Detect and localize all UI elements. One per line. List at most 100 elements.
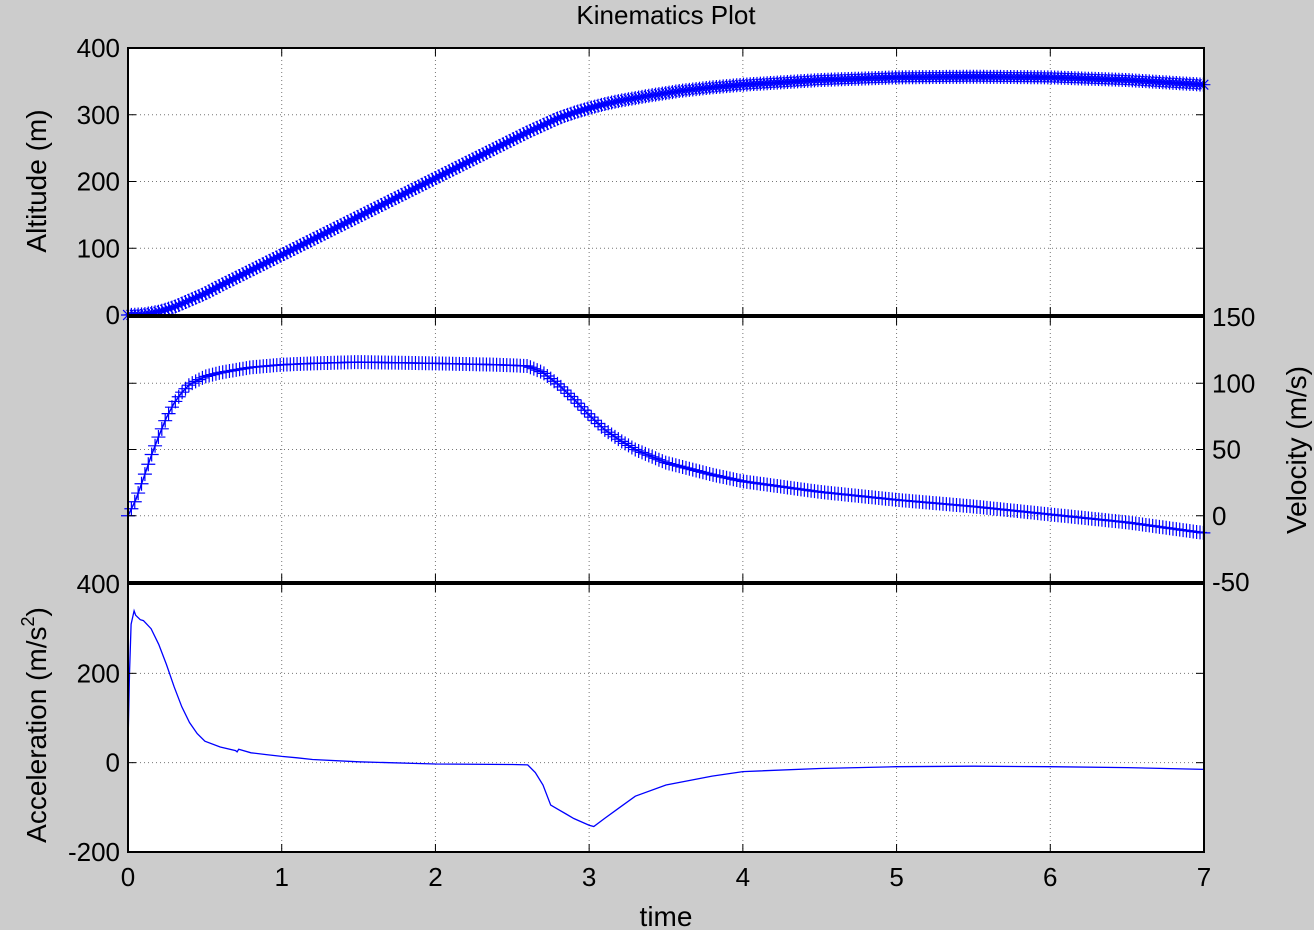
altitude-marker xyxy=(408,181,423,196)
altitude-marker xyxy=(161,301,176,316)
velocity-marker xyxy=(202,368,217,383)
velocity-marker xyxy=(195,370,210,385)
altitude-panel: 0 100 200 300 400 Altitude (m) xyxy=(21,33,1211,330)
altitude-marker xyxy=(303,233,318,248)
altitude-marker xyxy=(486,142,501,157)
velocity-marker xyxy=(685,462,700,477)
altitude-marker xyxy=(222,274,237,289)
altitude-marker xyxy=(499,135,514,150)
velocity-ytick-label: -50 xyxy=(1212,567,1250,597)
velocity-marker xyxy=(574,399,589,414)
altitude-marker xyxy=(269,250,284,265)
velocity-marker xyxy=(151,430,166,445)
velocity-marker xyxy=(635,445,650,460)
xtick-label: 2 xyxy=(428,862,442,892)
velocity-marker xyxy=(192,372,207,387)
velocity-marker xyxy=(553,379,568,394)
altitude-marker xyxy=(580,101,595,116)
acceleration-axis-label-close: ) xyxy=(21,607,52,616)
altitude-marker xyxy=(235,267,250,282)
velocity-marker xyxy=(550,376,565,391)
altitude-marker xyxy=(452,159,467,174)
altitude-marker xyxy=(550,111,565,126)
altitude-marker xyxy=(350,209,365,224)
velocity-marker xyxy=(675,460,690,475)
velocity-marker xyxy=(712,469,727,484)
velocity-marker xyxy=(641,448,656,463)
altitude-marker xyxy=(388,191,403,206)
acceleration-grid xyxy=(128,584,1204,852)
altitude-marker xyxy=(158,302,173,317)
altitude-marker xyxy=(526,122,541,137)
altitude-marker xyxy=(371,199,386,214)
velocity-marker xyxy=(570,396,585,411)
altitude-marker xyxy=(547,113,562,128)
altitude-marker xyxy=(296,236,311,251)
altitude-marker xyxy=(479,145,494,160)
velocity-marker xyxy=(547,374,562,389)
altitude-marker xyxy=(259,255,274,270)
velocity-marker xyxy=(689,463,704,478)
acceleration-ytick-label: 0 xyxy=(106,748,120,778)
velocity-marker xyxy=(148,438,163,453)
acceleration-axis-label-exponent: 2 xyxy=(18,617,38,627)
velocity-marker xyxy=(154,421,169,436)
altitude-marker xyxy=(455,157,470,172)
figure-title: Kinematics Plot xyxy=(576,0,756,30)
altitude-marker xyxy=(601,96,616,111)
altitude-marker xyxy=(192,289,207,304)
altitude-ytick-label: 200 xyxy=(77,167,120,197)
velocity-marker xyxy=(205,367,220,382)
altitude-marker xyxy=(279,245,294,260)
altitude-ytick-label: 400 xyxy=(77,33,120,63)
velocity-marker xyxy=(131,486,146,501)
altitude-marker xyxy=(584,100,599,115)
altitude-marker xyxy=(401,184,416,199)
altitude-marker xyxy=(607,94,622,109)
velocity-marker xyxy=(520,358,535,373)
altitude-marker xyxy=(334,218,349,233)
altitude-marker xyxy=(553,110,568,125)
altitude-marker xyxy=(154,303,169,318)
altitude-marker xyxy=(354,208,369,223)
altitude-marker xyxy=(503,133,518,148)
velocity-marker xyxy=(175,385,190,400)
altitude-marker xyxy=(212,279,227,294)
altitude-marker xyxy=(181,293,196,308)
velocity-marker xyxy=(526,361,541,376)
altitude-marker xyxy=(557,109,572,124)
altitude-marker xyxy=(398,186,413,201)
acceleration-ytick-label: 200 xyxy=(77,658,120,688)
acceleration-series-line xyxy=(127,608,1205,828)
velocity-marker xyxy=(709,468,724,483)
velocity-marker xyxy=(631,443,646,458)
altitude-marker xyxy=(340,214,355,229)
altitude-marker xyxy=(175,296,190,311)
altitude-marker xyxy=(391,189,406,204)
acceleration-ytick-label: -200 xyxy=(68,837,120,867)
altitude-marker xyxy=(415,177,430,192)
altitude-marker xyxy=(252,258,267,273)
velocity-marker xyxy=(530,363,545,378)
altitude-marker xyxy=(611,94,626,109)
velocity-marker xyxy=(668,458,683,473)
velocity-marker xyxy=(658,455,673,470)
altitude-marker xyxy=(205,282,220,297)
altitude-marker xyxy=(286,241,301,256)
altitude-marker xyxy=(384,192,399,207)
acceleration-axis-label: Acceleration (m/s2) xyxy=(18,607,52,843)
altitude-marker xyxy=(320,225,335,240)
altitude-marker xyxy=(195,287,210,302)
altitude-marker xyxy=(509,130,524,145)
altitude-marker xyxy=(242,263,257,278)
velocity-marker xyxy=(655,454,670,469)
altitude-marker xyxy=(283,243,298,258)
velocity-marker xyxy=(208,366,223,381)
velocity-marker xyxy=(134,476,149,491)
altitude-marker xyxy=(536,117,551,132)
altitude-marker xyxy=(188,290,203,305)
xtick-label: 0 xyxy=(121,862,135,892)
